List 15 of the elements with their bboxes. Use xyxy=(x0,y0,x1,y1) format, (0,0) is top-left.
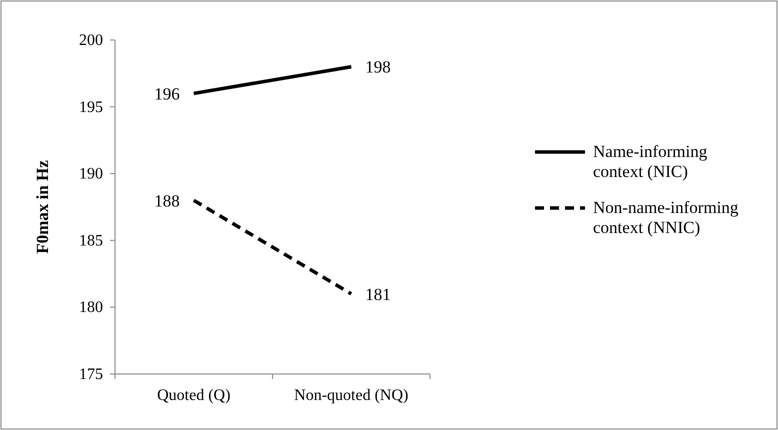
legend-label: Non-name-informing context (NNIC) xyxy=(593,198,739,237)
y-axis-title: F0max in Hz xyxy=(33,160,52,254)
y-tick-label: 190 xyxy=(79,166,103,183)
y-tick-label: 185 xyxy=(79,232,103,250)
legend-label: Name-informing context (NIC) xyxy=(593,142,708,181)
y-tick-label: 175 xyxy=(79,366,103,383)
x-tick-label: Non-quoted (NQ) xyxy=(294,387,408,404)
data-label: 188 xyxy=(154,191,180,210)
y-tick-label: 180 xyxy=(79,299,103,316)
data-label: 196 xyxy=(154,84,180,104)
x-tick-label: Quoted (Q) xyxy=(157,387,230,404)
y-tick-label: 195 xyxy=(79,98,103,116)
data-label: 198 xyxy=(365,58,391,77)
y-tick-label: 200 xyxy=(79,32,103,49)
data-label: 181 xyxy=(365,284,391,304)
